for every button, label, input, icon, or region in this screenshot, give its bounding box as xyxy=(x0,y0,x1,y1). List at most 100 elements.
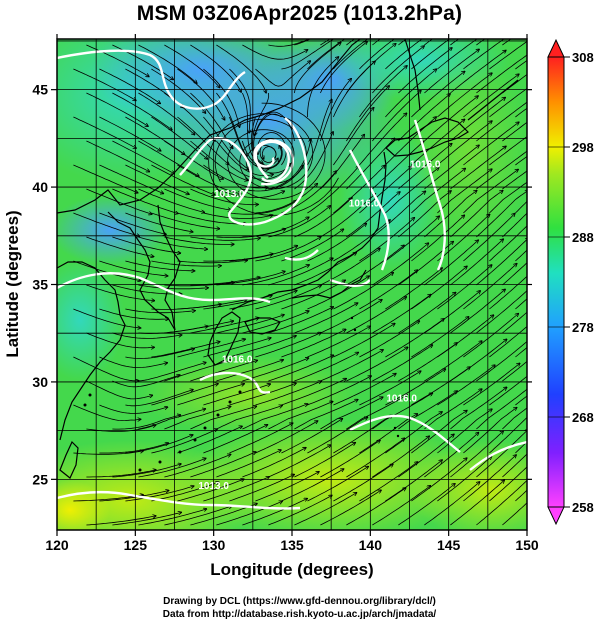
streamline xyxy=(320,134,364,190)
streamline xyxy=(346,86,389,142)
streamline xyxy=(255,333,321,358)
streamline xyxy=(450,146,506,190)
streamline xyxy=(138,92,194,135)
streamline xyxy=(229,290,297,310)
wind-streamlines xyxy=(73,4,586,526)
streamline xyxy=(411,168,465,214)
streamline xyxy=(255,138,283,170)
streamline xyxy=(164,360,231,382)
streamline xyxy=(411,215,464,262)
streamline xyxy=(372,436,429,478)
y-tick-label: 45 xyxy=(32,82,48,98)
streamline xyxy=(372,243,428,286)
streamline xyxy=(203,295,272,310)
colorbar: 258 268 278 288 298 308 xyxy=(547,38,594,526)
streamline xyxy=(151,429,217,454)
streamline xyxy=(411,458,467,502)
streamline xyxy=(242,448,306,478)
streamline xyxy=(502,360,527,382)
y-tick-label: 30 xyxy=(32,374,48,390)
streamline xyxy=(164,282,234,287)
streamline xyxy=(73,404,141,421)
streamline xyxy=(346,297,406,334)
streamline xyxy=(346,347,408,382)
streamline xyxy=(255,381,321,406)
streamline xyxy=(450,50,506,94)
streamline xyxy=(528,4,586,45)
streamline xyxy=(515,441,527,454)
streamline xyxy=(294,303,358,334)
streamline xyxy=(411,367,470,406)
streamline xyxy=(112,375,180,388)
streamline xyxy=(99,356,167,368)
streamline xyxy=(294,493,356,526)
streamline xyxy=(268,139,311,190)
streamline xyxy=(346,192,400,238)
isobar-label: 1013.0 xyxy=(214,189,245,200)
streamline xyxy=(268,355,333,382)
streamline xyxy=(346,138,395,190)
streamline xyxy=(229,201,297,215)
streamline xyxy=(281,39,335,70)
streamline xyxy=(190,452,256,478)
streamline xyxy=(138,509,206,526)
streamline xyxy=(476,150,527,190)
streamline xyxy=(359,270,417,310)
streamline xyxy=(242,358,308,382)
streamline xyxy=(346,488,406,526)
streamline xyxy=(86,470,156,478)
streamline xyxy=(463,74,519,118)
streamline xyxy=(151,212,219,229)
streamline xyxy=(489,275,527,310)
streamline xyxy=(99,443,168,454)
streamline xyxy=(125,486,194,502)
colorbar-tick-label: 278 xyxy=(572,320,594,335)
streamline xyxy=(372,393,432,430)
streamline xyxy=(164,454,231,478)
streamline xyxy=(229,423,293,454)
streamline xyxy=(164,321,233,334)
low-center-isobar xyxy=(252,139,295,186)
streamline xyxy=(216,450,281,478)
streamline xyxy=(73,68,136,101)
streamline xyxy=(125,349,194,359)
streamline xyxy=(320,78,351,142)
streamline xyxy=(151,384,218,406)
streamline xyxy=(112,464,181,478)
x-tick-label: 125 xyxy=(124,537,148,553)
streamline xyxy=(255,472,319,502)
streamline xyxy=(203,164,268,188)
streamline xyxy=(476,429,527,478)
streamline xyxy=(333,165,385,214)
streamline xyxy=(112,140,174,174)
streamline xyxy=(502,121,527,142)
streamline xyxy=(203,254,273,262)
streamline xyxy=(294,132,333,190)
streamline xyxy=(294,352,358,382)
streamline xyxy=(203,477,269,502)
streamline xyxy=(73,116,136,148)
streamline xyxy=(125,260,194,271)
streamline xyxy=(164,406,231,430)
streamline xyxy=(385,369,445,406)
streamline xyxy=(385,412,442,454)
streamline xyxy=(216,44,266,93)
streamline xyxy=(437,121,492,166)
streamline xyxy=(385,167,439,214)
isobar-label: 1016.0 xyxy=(386,393,417,404)
streamline xyxy=(216,92,246,156)
streamline xyxy=(489,136,527,166)
streamline xyxy=(385,268,442,310)
streamline xyxy=(151,260,221,266)
streamline xyxy=(268,401,333,430)
streamline xyxy=(229,383,296,406)
streamline xyxy=(268,307,333,334)
y-axis-title: Latitude (degrees) xyxy=(3,210,22,357)
streamline xyxy=(203,212,273,219)
streamline xyxy=(489,416,527,454)
streamline xyxy=(99,116,161,151)
streamline xyxy=(86,44,149,77)
y-tick-label: 35 xyxy=(32,277,48,293)
streamline xyxy=(307,276,369,310)
streamline xyxy=(112,92,172,130)
